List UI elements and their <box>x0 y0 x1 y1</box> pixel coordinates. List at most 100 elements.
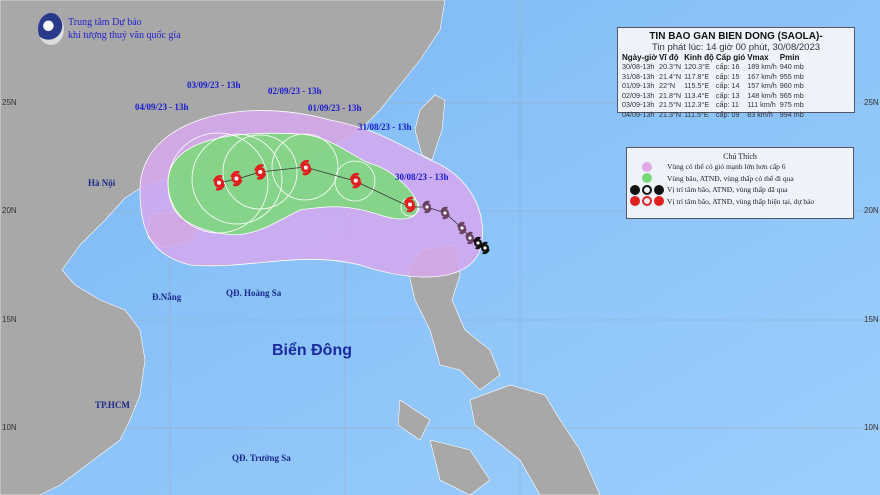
place-hanoi: Hà Nội <box>88 178 116 188</box>
table-row: 04/09-13h 21.3°N 111.5°E cấp: 09 83 km/h 994 … <box>622 110 807 120</box>
philippine-islands <box>397 384 601 495</box>
table-row: 31/08-13h 21.4°N 117.8°E cấp: 15 167 km/h 955… <box>622 72 807 82</box>
track-label-3008: 30/08/23 - 13h <box>395 172 449 182</box>
table-cell: 157 km/h <box>747 81 777 90</box>
table-cell: 03/09-13h <box>622 100 655 109</box>
col-header: Pmin <box>779 53 800 62</box>
table-cell: 20.3°N <box>659 62 682 71</box>
table-cell: 115.5°E <box>684 81 710 90</box>
table-cell: 02/09-13h <box>622 90 655 100</box>
table-cell: 148 km/h <box>747 90 777 100</box>
col-header: Kinh độ <box>684 53 714 62</box>
past-storm-icon <box>440 206 450 220</box>
table-cell: cấp: 16 <box>715 62 740 71</box>
table-cell: 167 km/h <box>747 71 777 81</box>
past-storm-icon <box>465 231 475 245</box>
past-storm-icon <box>422 200 432 214</box>
table-cell: 955 mb <box>779 71 804 81</box>
forecast-storm-icon <box>212 175 226 191</box>
past-storm-icon <box>630 184 640 195</box>
place-danang: Đ.Nẵng <box>152 292 182 302</box>
table-cell: 111 km/h <box>747 100 776 109</box>
table-cell: 975 mb <box>779 100 804 109</box>
legend-item-wind-zone: Vùng có thể có gió mạnh lớn hơn cấp 6 <box>627 161 853 173</box>
table-cell: 21.3°N <box>659 109 682 119</box>
track-label-0409: 04/09/23 - 13h <box>135 102 189 112</box>
table-cell: 965 mb <box>779 90 804 100</box>
table-cell: 113.4°E <box>684 90 710 100</box>
forecast-storm-icon <box>349 172 362 189</box>
green-dot-icon <box>642 173 652 184</box>
lat-label-25n-left: 25N <box>2 98 17 107</box>
bulletin-panel: TIN BAO GAN BIEN DONG (SAOLA)- Tin phát … <box>617 27 855 119</box>
legend-item-forecast: Vị trí tâm bão, ATNĐ, vùng thấp hiện tại… <box>627 196 853 208</box>
legend-title: Chú Thích <box>723 152 757 161</box>
lat-label-10n-left: 10N <box>2 423 17 432</box>
forecast-storm-icon <box>403 196 417 213</box>
table-cell: cấp: 14 <box>715 81 740 90</box>
luzon-island <box>407 244 501 391</box>
forecast-table: Ngày-giờ Vĩ độ Kinh độ Cấp gió Vmax Pmin… <box>622 53 807 119</box>
legend-text: Vị trí tâm bão, ATNĐ, vùng thấp hiện tại… <box>667 196 815 206</box>
legend-text: Vùng bão, ATNĐ, vùng thấp có thể đi qua <box>667 173 794 183</box>
track-label-0309: 03/09/23 - 13h <box>187 80 241 90</box>
lat-label-20n-right: 20N <box>864 206 879 215</box>
legend-item-storm-zone: Vùng bão, ATNĐ, vùng thấp có thể đi qua <box>627 173 853 185</box>
past-depression-icon <box>642 184 652 195</box>
bulletin-title: TIN BAO GAN BIEN DONG (SAOLA)- <box>649 31 823 42</box>
forecast-storm-icon <box>254 164 267 180</box>
table-row: 03/09-13h 21.5°N 112.3°E cấp: 11 111 km/h 975… <box>622 100 807 110</box>
legend-item-past: Vị trí tâm bão, ATNĐ, vùng thấp đã qua <box>627 184 853 196</box>
forecast-depression-icon <box>642 196 652 207</box>
table-row: 01/09-13h 22°N 115.5°E cấp: 14 157 km/h 960 m… <box>622 81 807 91</box>
lat-label-15n-left: 15N <box>2 315 17 324</box>
table-cell: 189 km/h <box>747 62 777 71</box>
legend-text: Vùng có thể có gió mạnh lớn hơn cấp 6 <box>667 162 786 172</box>
table-cell: 04/09-13h <box>622 109 655 119</box>
track-label-3108: 31/08/23 - 13h <box>358 122 412 132</box>
lat-label-25n-right: 25N <box>864 98 879 107</box>
table-row: 02/09-13h 21.8°N 113.4°E cấp: 13 148 km/h 965… <box>622 91 807 101</box>
place-truong-sa: QĐ. Trường Sa <box>232 453 291 463</box>
sea-name: Biển Đông <box>272 342 352 359</box>
taiwan-island <box>414 94 446 161</box>
table-cell: 940 mb <box>779 62 804 71</box>
table-cell: 117.8°E <box>684 71 710 81</box>
table-cell: cấp: 15 <box>715 71 740 81</box>
past-storm-icon <box>457 221 467 235</box>
table-cell: cấp: 11 <box>715 100 739 109</box>
table-row: 30/08-13h 20.3°N 120.3°E cấp: 16 189 km/h 940… <box>622 62 807 72</box>
track-label-0209: 02/09/23 - 13h <box>268 86 322 96</box>
agency-emblem-icon <box>38 13 64 45</box>
lat-label-15n-right: 15N <box>864 315 879 324</box>
org-line1: Trung tâm Dự báo <box>68 17 142 28</box>
forecast-storm-icon <box>299 159 312 176</box>
forecast-storm-icon <box>630 196 640 207</box>
bulletin-issued: Tin phát lúc: 14 giờ 00 phút, 30/08/2023 <box>651 42 821 53</box>
table-cell: 994 mb <box>779 109 804 119</box>
table-cell: 21.5°N <box>659 100 682 109</box>
legend-text: Vị trí tâm bão, ATNĐ, vùng thấp đã qua <box>667 185 788 195</box>
past-storm-icon <box>480 241 490 255</box>
forecast-storm-icon <box>230 170 243 187</box>
legend-panel: Chú Thích Vùng có thể có gió mạnh lớn hơ… <box>626 147 854 219</box>
table-cell: 120.3°E <box>684 62 710 71</box>
agency-logo: Trung tâm Dự báo khí tượng thuỷ văn quốc… <box>38 13 181 45</box>
col-header: Ngày-giờ <box>622 53 658 62</box>
table-cell: 21.4°N <box>659 71 682 81</box>
table-cell: 111.5°E <box>684 109 709 119</box>
table-cell: 30/08-13h <box>622 62 655 71</box>
table-cell: 22°N <box>659 81 676 90</box>
pink-dot-icon <box>642 161 652 172</box>
table-cell: cấp: 09 <box>715 109 740 119</box>
col-header: Vmax <box>747 53 769 62</box>
table-cell: 21.8°N <box>659 90 682 100</box>
table-cell: 31/08-13h <box>622 71 655 81</box>
table-cell: 960 mb <box>779 81 804 90</box>
table-cell: cấp: 13 <box>715 90 740 100</box>
table-cell: 01/09-13h <box>622 81 655 90</box>
lat-label-20n-left: 20N <box>2 206 17 215</box>
table-cell: 83 km/h <box>747 109 773 119</box>
table-cell: 112.3°E <box>684 100 710 109</box>
place-hcm: TP.HCM <box>95 400 130 410</box>
